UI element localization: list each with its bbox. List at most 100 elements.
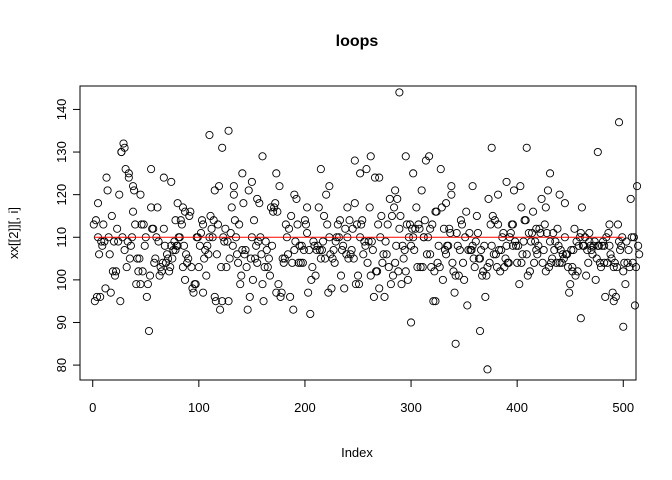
data-point [570, 224, 579, 233]
data-point [620, 258, 629, 267]
data-point [109, 237, 119, 246]
data-point [229, 182, 238, 191]
data-point [126, 241, 135, 250]
data-point [525, 267, 534, 276]
data-point [582, 271, 591, 280]
data-point [147, 165, 156, 174]
data-point [401, 152, 410, 161]
data-point [183, 258, 192, 267]
data-point [594, 241, 603, 250]
data-point [207, 224, 216, 233]
data-point [555, 258, 564, 267]
data-point [355, 280, 364, 289]
data-point [369, 292, 378, 301]
x-axis: 0 100 200 300 400 500 [89, 379, 634, 415]
data-point [91, 216, 100, 225]
data-point [177, 220, 186, 229]
data-point [150, 258, 159, 267]
data-point [413, 263, 422, 272]
data-point [134, 267, 143, 276]
data-point [272, 169, 281, 178]
data-point [451, 339, 460, 348]
data-point [609, 263, 618, 272]
data-point [257, 250, 266, 259]
data-point [122, 263, 131, 272]
data-point [506, 228, 515, 238]
data-point [327, 284, 336, 293]
data-point [373, 267, 382, 276]
data-point [566, 280, 575, 289]
data-point [560, 199, 569, 208]
data-point [533, 250, 542, 259]
data-point [519, 237, 528, 246]
data-point [380, 292, 389, 301]
data-point [273, 207, 282, 216]
data-point [454, 271, 463, 280]
data-point [245, 292, 254, 301]
data-point [277, 288, 286, 297]
data-point [555, 190, 564, 199]
y-tick-label: 110 [54, 227, 69, 248]
data-point [247, 177, 256, 186]
data-point [515, 280, 524, 289]
data-point [393, 194, 402, 203]
data-point [218, 297, 227, 306]
data-point [129, 207, 138, 216]
data-point [159, 173, 168, 182]
data-point [574, 241, 583, 250]
data-point [416, 263, 425, 272]
data-point [403, 275, 412, 284]
data-point [252, 241, 261, 250]
data-point [375, 173, 384, 182]
data-point [284, 224, 294, 233]
data-point [366, 152, 375, 161]
data-point [483, 263, 492, 272]
data-point [546, 237, 555, 246]
data-point [258, 280, 267, 289]
data-point [591, 275, 600, 284]
data-point [518, 250, 527, 259]
data-point [351, 280, 360, 289]
data-point [420, 216, 429, 225]
data-point [328, 254, 337, 263]
data-point [158, 258, 167, 267]
data-point [162, 250, 172, 259]
x-tick-label: 500 [612, 400, 634, 415]
data-point [542, 228, 551, 238]
data-point [244, 186, 253, 195]
data-point [310, 241, 319, 250]
data-point [544, 263, 554, 272]
data-point [105, 250, 114, 259]
data-point [451, 271, 460, 280]
data-point [306, 309, 315, 319]
data-point [442, 199, 451, 208]
data-point [368, 245, 377, 255]
data-point [166, 263, 175, 272]
data-points [89, 88, 644, 374]
data-point [481, 292, 490, 301]
data-point [149, 224, 158, 233]
data-point [289, 305, 298, 314]
data-point [264, 254, 273, 263]
data-point [103, 186, 112, 195]
data-point [197, 216, 207, 225]
data-point [263, 263, 272, 272]
data-point [502, 241, 511, 250]
data-point [429, 297, 438, 306]
data-point [483, 365, 492, 374]
data-point [138, 267, 147, 276]
data-point [214, 182, 224, 191]
data-point [283, 250, 293, 259]
data-point [526, 237, 536, 246]
data-point [238, 245, 247, 255]
data-point [469, 254, 478, 263]
data-point [279, 258, 288, 267]
data-point [399, 254, 408, 263]
data-point [388, 271, 398, 280]
data-point [178, 263, 187, 272]
data-point [616, 245, 625, 255]
data-point [562, 250, 572, 259]
data-point [311, 271, 320, 280]
data-point [303, 203, 312, 212]
x-tick-label: 0 [89, 400, 96, 415]
